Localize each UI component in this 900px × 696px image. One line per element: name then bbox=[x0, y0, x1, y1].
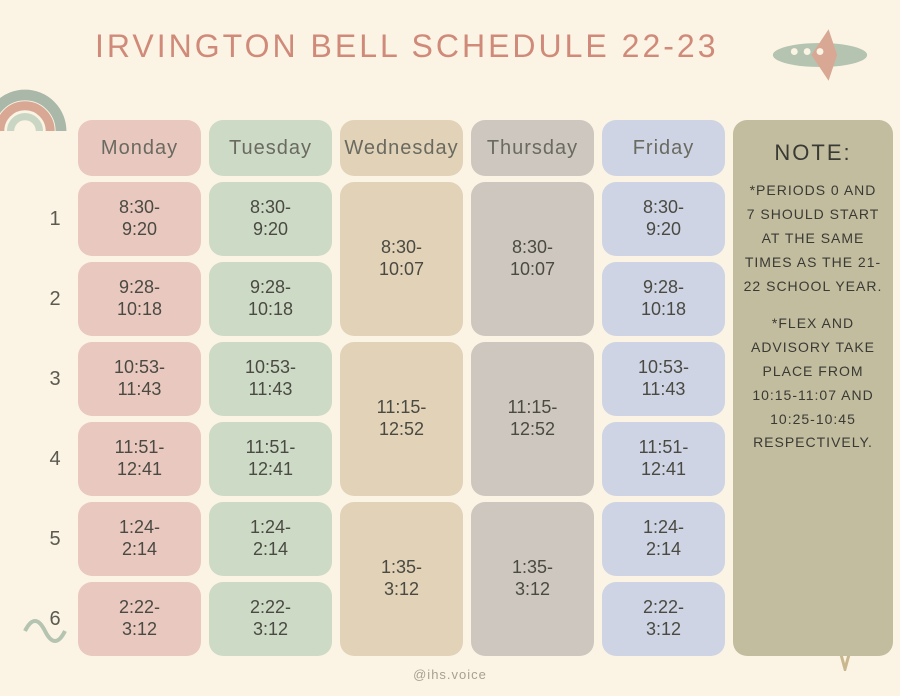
day-header-wednesday: Wednesday bbox=[340, 120, 463, 176]
time-line: 8:30- bbox=[643, 197, 684, 219]
day-header-friday: Friday bbox=[602, 120, 725, 176]
time-line: 10:07 bbox=[379, 259, 424, 281]
time-line: 12:52 bbox=[510, 419, 555, 441]
schedule-cell: 1:24-2:14 bbox=[78, 502, 201, 576]
time-line: 11:51- bbox=[639, 437, 689, 459]
schedule-grid: MondayTuesdayWednesdayThursdayFridayNOTE… bbox=[40, 120, 893, 656]
schedule-cell: 10:53-11:43 bbox=[209, 342, 332, 416]
time-line: 12:41 bbox=[641, 459, 686, 481]
time-line: 9:20 bbox=[122, 219, 157, 241]
schedule-cell: 9:28-10:18 bbox=[78, 262, 201, 336]
note-body-2: *FLEX AND ADVISORY TAKE PLACE FROM 10:15… bbox=[743, 312, 883, 455]
schedule-cell: 11:15-12:52 bbox=[340, 342, 463, 496]
note-box: NOTE: *PERIODS 0 AND 7 SHOULD START AT TH… bbox=[733, 120, 893, 656]
time-line: 3:12 bbox=[646, 619, 681, 641]
time-line: 2:22- bbox=[250, 597, 291, 619]
schedule-cell: 1:35-3:12 bbox=[340, 502, 463, 656]
period-label-1: 1 bbox=[40, 182, 70, 256]
time-line: 10:53- bbox=[245, 357, 296, 379]
time-line: 2:14 bbox=[646, 539, 681, 561]
time-line: 10:07 bbox=[510, 259, 555, 281]
schedule-cell: 9:28-10:18 bbox=[209, 262, 332, 336]
page-title: IRVINGTON BELL SCHEDULE 22-23 bbox=[95, 28, 719, 65]
time-line: 2:14 bbox=[253, 539, 288, 561]
schedule-cell: 9:28-10:18 bbox=[602, 262, 725, 336]
time-line: 3:12 bbox=[253, 619, 288, 641]
time-line: 3:12 bbox=[122, 619, 157, 641]
time-line: 8:30- bbox=[512, 237, 553, 259]
period-label-2: 2 bbox=[40, 262, 70, 336]
schedule-cell: 8:30-10:07 bbox=[471, 182, 594, 336]
time-line: 3:12 bbox=[384, 579, 419, 601]
time-line: 9:28- bbox=[643, 277, 684, 299]
time-line: 10:53- bbox=[114, 357, 165, 379]
time-line: 9:28- bbox=[250, 277, 291, 299]
period-label-5: 5 bbox=[40, 502, 70, 576]
schedule-cell: 10:53-11:43 bbox=[78, 342, 201, 416]
time-line: 10:18 bbox=[248, 299, 293, 321]
day-header-tuesday: Tuesday bbox=[209, 120, 332, 176]
time-line: 8:30- bbox=[381, 237, 422, 259]
time-line: 12:41 bbox=[117, 459, 162, 481]
period-label-4: 4 bbox=[40, 422, 70, 496]
time-line: 8:30- bbox=[250, 197, 291, 219]
schedule-cell: 10:53-11:43 bbox=[602, 342, 725, 416]
schedule-cell: 1:35-3:12 bbox=[471, 502, 594, 656]
schedule-cell: 2:22-3:12 bbox=[78, 582, 201, 656]
credit-text: @ihs.voice bbox=[413, 667, 487, 682]
schedule-cell: 1:24-2:14 bbox=[602, 502, 725, 576]
time-line: 11:43 bbox=[118, 379, 162, 401]
time-line: 9:28- bbox=[119, 277, 160, 299]
schedule-cell: 2:22-3:12 bbox=[209, 582, 332, 656]
time-line: 11:51- bbox=[115, 437, 165, 459]
schedule-cell: 11:51-12:41 bbox=[78, 422, 201, 496]
period-label-3: 3 bbox=[40, 342, 70, 416]
time-line: 9:20 bbox=[646, 219, 681, 241]
time-line: 10:18 bbox=[117, 299, 162, 321]
schedule-cell: 11:15-12:52 bbox=[471, 342, 594, 496]
time-line: 1:24- bbox=[119, 517, 160, 539]
day-header-monday: Monday bbox=[78, 120, 201, 176]
schedule-cell: 8:30-10:07 bbox=[340, 182, 463, 336]
schedule-cell: 8:30-9:20 bbox=[602, 182, 725, 256]
time-line: 2:22- bbox=[119, 597, 160, 619]
time-line: 2:22- bbox=[643, 597, 684, 619]
time-line: 8:30- bbox=[119, 197, 160, 219]
schedule-cell: 11:51-12:41 bbox=[209, 422, 332, 496]
time-line: 9:20 bbox=[253, 219, 288, 241]
time-line: 12:52 bbox=[379, 419, 424, 441]
schedule-cell: 11:51-12:41 bbox=[602, 422, 725, 496]
plane-icon bbox=[760, 20, 880, 90]
time-line: 3:12 bbox=[515, 579, 550, 601]
note-title: NOTE: bbox=[743, 134, 883, 171]
time-line: 10:53- bbox=[638, 357, 689, 379]
day-header-thursday: Thursday bbox=[471, 120, 594, 176]
period-label-6: 6 bbox=[40, 582, 70, 656]
schedule-cell: 2:22-3:12 bbox=[602, 582, 725, 656]
time-line: 11:15- bbox=[377, 397, 427, 419]
time-line: 1:24- bbox=[643, 517, 684, 539]
time-line: 1:24- bbox=[250, 517, 291, 539]
schedule-cell: 8:30-9:20 bbox=[209, 182, 332, 256]
time-line: 10:18 bbox=[641, 299, 686, 321]
time-line: 11:43 bbox=[249, 379, 293, 401]
time-line: 11:43 bbox=[642, 379, 686, 401]
time-line: 11:15- bbox=[508, 397, 558, 419]
note-body-1: *PERIODS 0 AND 7 SHOULD START AT THE SAM… bbox=[743, 179, 883, 298]
time-line: 11:51- bbox=[246, 437, 296, 459]
time-line: 2:14 bbox=[122, 539, 157, 561]
time-line: 12:41 bbox=[248, 459, 293, 481]
time-line: 1:35- bbox=[512, 557, 553, 579]
time-line: 1:35- bbox=[381, 557, 422, 579]
schedule-cell: 1:24-2:14 bbox=[209, 502, 332, 576]
schedule-cell: 8:30-9:20 bbox=[78, 182, 201, 256]
